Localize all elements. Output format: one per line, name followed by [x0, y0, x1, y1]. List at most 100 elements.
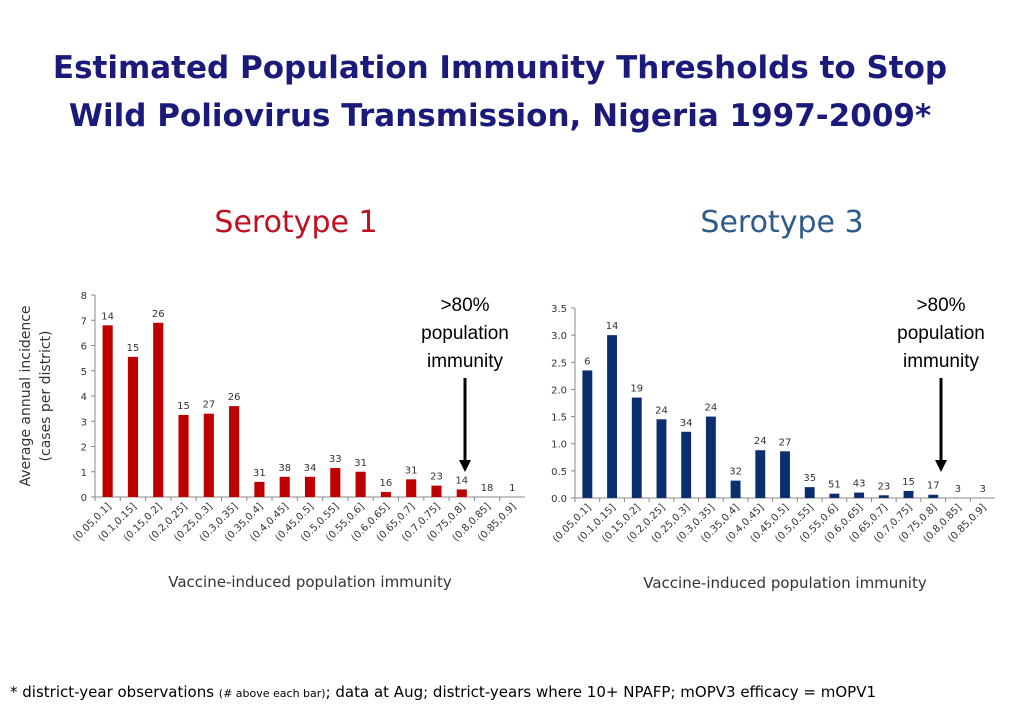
bar	[903, 490, 914, 498]
bar	[304, 476, 316, 497]
annotation: population	[421, 323, 509, 344]
count-label: 15	[127, 343, 140, 354]
bar	[406, 479, 417, 497]
count-label: 33	[329, 454, 342, 465]
count-label: 31	[253, 468, 266, 479]
count-label: 24	[655, 405, 668, 416]
y-tick-label: 2	[81, 443, 87, 454]
count-label: 14	[606, 321, 619, 332]
count-label: 27	[202, 400, 215, 411]
bar	[681, 431, 692, 498]
arrow-head	[935, 460, 947, 472]
y-tick-label: 1	[81, 468, 87, 479]
x-axis-label: Vaccine-induced population immunity	[643, 574, 927, 592]
y-tick-label: 3	[81, 417, 87, 428]
bar	[656, 419, 667, 498]
annotation: >80%	[916, 295, 965, 316]
bar	[582, 370, 593, 498]
bar	[631, 397, 642, 498]
x-axis-label: Vaccine-induced population immunity	[168, 573, 452, 591]
bar	[380, 491, 391, 497]
chart-title: Serotype 3	[700, 205, 863, 240]
count-label: 34	[304, 463, 317, 474]
y-tick-label: 1.0	[551, 440, 567, 451]
count-label: 15	[902, 477, 915, 488]
count-label: 3	[979, 484, 985, 495]
count-label: 32	[729, 467, 742, 478]
bar	[229, 406, 240, 497]
slide-title: Estimated Population Immunity Thresholds…	[53, 50, 947, 86]
annotation: >80%	[440, 295, 489, 316]
y-tick-label: 7	[81, 316, 87, 327]
footnote: * district-year observations (# above ea…	[10, 683, 876, 701]
count-label: 3	[955, 484, 961, 495]
bar	[804, 487, 815, 498]
bar	[127, 356, 138, 497]
bar	[854, 492, 865, 498]
y-tick-label: 1.5	[551, 413, 567, 424]
bar	[829, 493, 840, 498]
bar	[330, 467, 341, 497]
y-tick-label: 8	[81, 291, 87, 302]
count-label: 51	[828, 480, 841, 491]
y-tick-label: 0.0	[551, 494, 567, 505]
y-tick-label: 6	[81, 342, 87, 353]
count-label: 31	[354, 458, 367, 469]
count-label: 31	[405, 465, 418, 476]
arrow-head	[459, 460, 471, 472]
y-tick-label: 0.5	[551, 467, 567, 478]
count-label: 14	[455, 475, 468, 486]
count-label: 38	[278, 463, 291, 474]
count-label: 35	[803, 473, 816, 484]
bar	[730, 480, 741, 498]
count-label: 17	[927, 481, 940, 492]
y-tick-label: 5	[81, 367, 87, 378]
y-tick-label: 2.5	[551, 358, 567, 369]
count-label: 26	[228, 392, 241, 403]
count-label: 27	[779, 437, 792, 448]
count-label: 26	[152, 309, 165, 320]
y-tick-label: 4	[81, 392, 87, 403]
annotation: population	[897, 323, 985, 344]
count-label: 34	[680, 418, 693, 429]
y-axis-label: (cases per district)	[38, 331, 54, 462]
count-label: 24	[754, 436, 767, 447]
y-tick-label: 3.5	[551, 304, 567, 315]
y-axis-label: Average annual incidence	[18, 305, 34, 486]
chart-title: Serotype 1	[214, 205, 377, 240]
count-label: 43	[853, 479, 866, 490]
bar	[755, 450, 766, 498]
bar	[456, 489, 467, 497]
bar	[431, 485, 442, 497]
y-tick-label: 3.0	[551, 331, 567, 342]
count-label: 14	[101, 311, 114, 322]
count-label: 15	[177, 401, 190, 412]
count-label: 1	[509, 483, 515, 494]
count-label: 16	[380, 478, 393, 489]
bar	[254, 481, 265, 497]
annotation: immunity	[427, 351, 504, 372]
bar	[355, 471, 366, 497]
bar	[279, 476, 290, 497]
bar	[203, 413, 214, 497]
count-label: 19	[630, 384, 643, 395]
count-label: 24	[705, 403, 718, 414]
bar	[878, 495, 889, 498]
count-label: 18	[481, 483, 494, 494]
slide-title: Wild Poliovirus Transmission, Nigeria 19…	[69, 98, 931, 134]
footnote-part: ; data at Aug; district-years where 10+ …	[326, 683, 876, 701]
count-label: 23	[877, 481, 890, 492]
bar	[928, 494, 939, 498]
bar	[153, 322, 164, 497]
bar	[102, 325, 113, 497]
footnote-part: * district-year observations	[10, 683, 219, 701]
y-tick-label: 0	[81, 493, 87, 504]
count-label: 6	[584, 356, 590, 367]
count-label: 23	[430, 472, 443, 483]
y-tick-label: 2.0	[551, 385, 567, 396]
bar	[780, 451, 790, 498]
bar	[705, 416, 716, 498]
footnote-part: (# above each bar)	[219, 687, 326, 700]
annotation: immunity	[903, 351, 980, 372]
